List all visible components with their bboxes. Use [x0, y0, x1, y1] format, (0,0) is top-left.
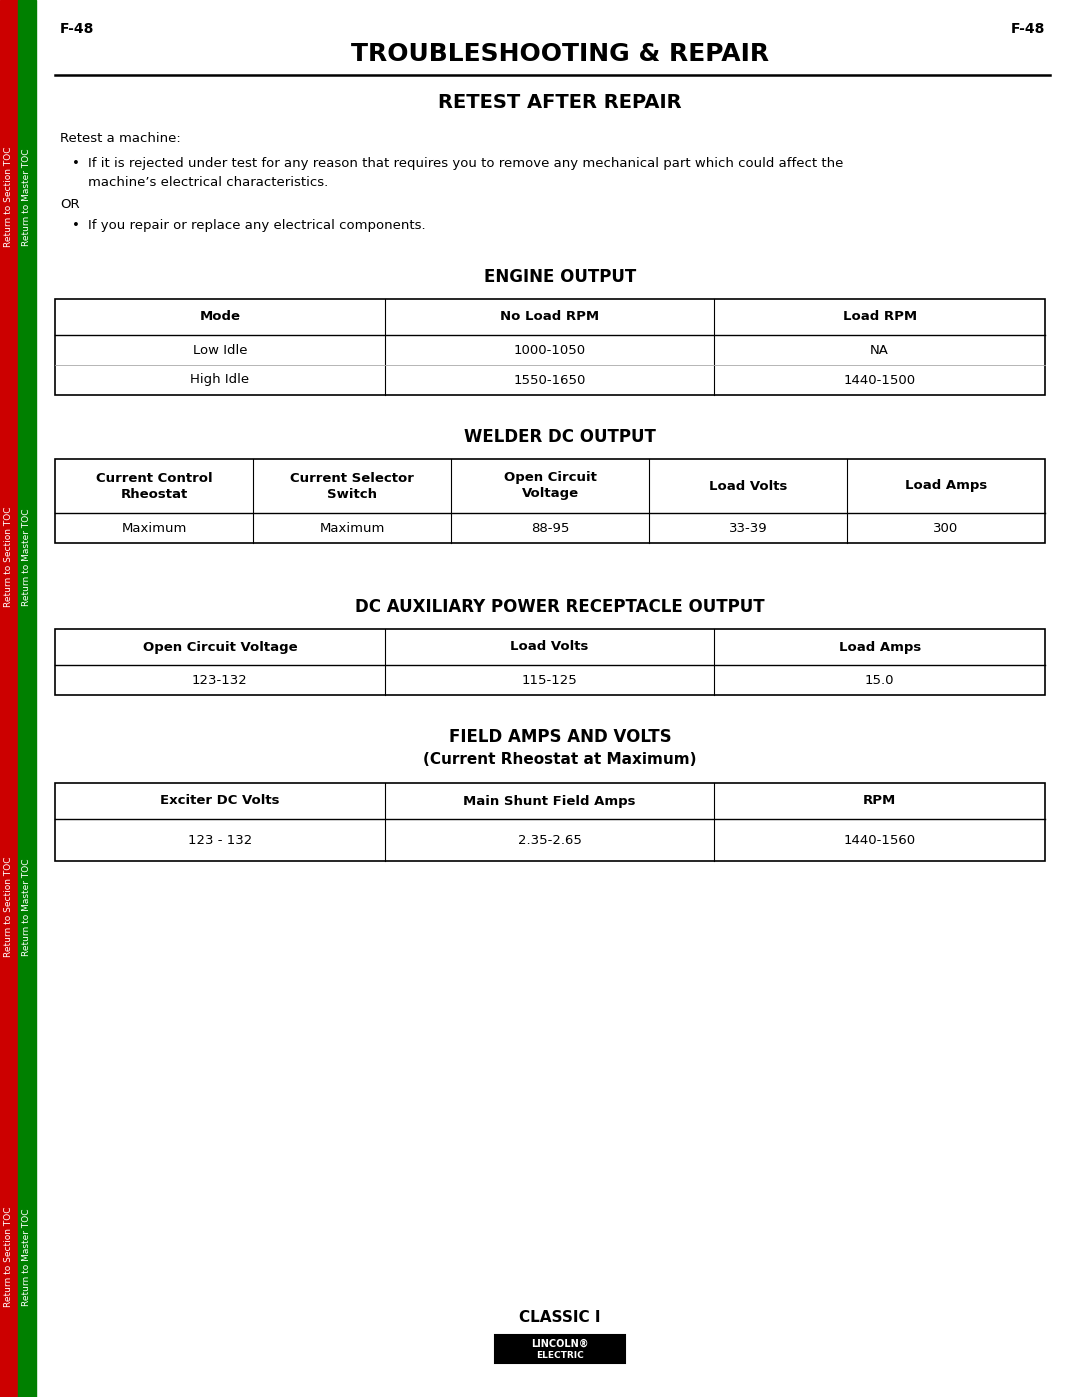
Text: Low Idle: Low Idle: [192, 344, 247, 356]
Bar: [55, 460, 1045, 543]
Text: Return to Section TOC: Return to Section TOC: [4, 856, 14, 957]
Text: Open Circuit Voltage: Open Circuit Voltage: [143, 640, 297, 654]
Text: 1550-1650: 1550-1650: [513, 373, 585, 387]
Text: NA: NA: [870, 344, 889, 356]
Text: Maximum: Maximum: [121, 521, 187, 535]
Text: Load Amps: Load Amps: [838, 640, 921, 654]
Text: No Load RPM: No Load RPM: [500, 310, 599, 324]
Text: Return to Section TOC: Return to Section TOC: [4, 507, 14, 608]
Text: 300: 300: [933, 521, 959, 535]
Text: •: •: [72, 158, 80, 170]
Text: 2.35-2.65: 2.35-2.65: [517, 834, 581, 847]
Text: 1440-1500: 1440-1500: [843, 373, 916, 387]
Text: DC AUXILIARY POWER RECEPTACLE OUTPUT: DC AUXILIARY POWER RECEPTACLE OUTPUT: [355, 598, 765, 616]
Bar: [55, 299, 1045, 395]
Text: Exciter DC Volts: Exciter DC Volts: [160, 795, 280, 807]
Bar: [495, 1336, 625, 1363]
Text: Current Control
Rheostat: Current Control Rheostat: [96, 472, 213, 500]
Text: WELDER DC OUTPUT: WELDER DC OUTPUT: [464, 427, 656, 446]
Text: LINCOLN®: LINCOLN®: [531, 1338, 589, 1350]
Text: Return to Master TOC: Return to Master TOC: [23, 858, 31, 956]
Text: 1000-1050: 1000-1050: [513, 344, 585, 356]
Text: 123 - 132: 123 - 132: [188, 834, 252, 847]
Bar: [55, 629, 1045, 694]
Text: Main Shunt Field Amps: Main Shunt Field Amps: [463, 795, 636, 807]
Text: Load Volts: Load Volts: [511, 640, 589, 654]
Text: Return to Section TOC: Return to Section TOC: [4, 1207, 14, 1308]
Text: 115-125: 115-125: [522, 673, 578, 686]
Text: •: •: [72, 218, 80, 232]
Text: 33-39: 33-39: [729, 521, 767, 535]
Text: Current Selector
Switch: Current Selector Switch: [291, 472, 414, 500]
Text: 123-132: 123-132: [192, 673, 247, 686]
Text: Return to Master TOC: Return to Master TOC: [23, 1208, 31, 1306]
Text: Mode: Mode: [200, 310, 241, 324]
Text: TROUBLESHOOTING & REPAIR: TROUBLESHOOTING & REPAIR: [351, 42, 769, 66]
Text: machine’s electrical characteristics.: machine’s electrical characteristics.: [87, 176, 328, 189]
Text: Return to Master TOC: Return to Master TOC: [23, 509, 31, 606]
Text: Open Circuit
Voltage: Open Circuit Voltage: [503, 472, 596, 500]
Text: Return to Master TOC: Return to Master TOC: [23, 148, 31, 246]
Text: 1440-1560: 1440-1560: [843, 834, 916, 847]
Bar: [18, 0, 36, 1397]
Text: ENGINE OUTPUT: ENGINE OUTPUT: [484, 268, 636, 286]
Text: OR: OR: [60, 197, 80, 211]
Text: Load RPM: Load RPM: [842, 310, 917, 324]
Text: 88-95: 88-95: [530, 521, 569, 535]
Text: RETEST AFTER REPAIR: RETEST AFTER REPAIR: [438, 92, 681, 112]
Bar: [55, 782, 1045, 861]
Text: Retest a machine:: Retest a machine:: [60, 133, 180, 145]
Text: If you repair or replace any electrical components.: If you repair or replace any electrical …: [87, 218, 426, 232]
Text: Maximum: Maximum: [320, 521, 384, 535]
Text: FIELD AMPS AND VOLTS: FIELD AMPS AND VOLTS: [448, 728, 672, 746]
Text: RPM: RPM: [863, 795, 896, 807]
Text: 15.0: 15.0: [865, 673, 894, 686]
Text: F-48: F-48: [60, 22, 94, 36]
Text: Load Volts: Load Volts: [708, 479, 787, 493]
Text: Load Amps: Load Amps: [905, 479, 987, 493]
Text: F-48: F-48: [1011, 22, 1045, 36]
Bar: [0, 0, 18, 1397]
Text: CLASSIC I: CLASSIC I: [519, 1309, 600, 1324]
Text: (Current Rheostat at Maximum): (Current Rheostat at Maximum): [423, 752, 697, 767]
Text: High Idle: High Idle: [190, 373, 249, 387]
Text: Return to Section TOC: Return to Section TOC: [4, 147, 14, 247]
Text: If it is rejected under test for any reason that requires you to remove any mech: If it is rejected under test for any rea…: [87, 158, 843, 170]
Text: ELECTRIC: ELECTRIC: [536, 1351, 584, 1361]
